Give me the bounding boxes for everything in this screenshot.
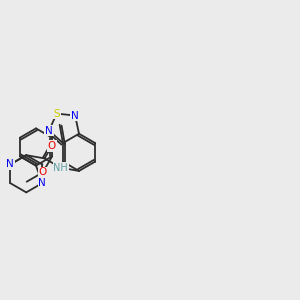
Text: NH: NH xyxy=(53,163,68,173)
Text: N: N xyxy=(71,110,79,121)
Text: N: N xyxy=(6,160,14,170)
Text: S: S xyxy=(53,109,60,118)
Text: O: O xyxy=(47,141,56,151)
Text: O: O xyxy=(39,167,47,177)
Text: N: N xyxy=(45,126,53,136)
Text: N: N xyxy=(38,178,46,188)
